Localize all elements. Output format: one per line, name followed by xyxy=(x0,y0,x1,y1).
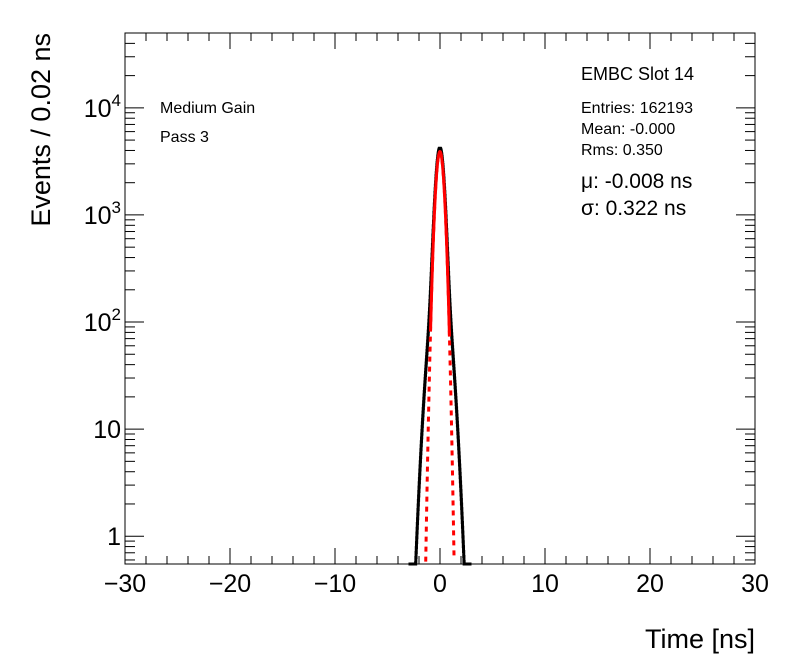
x-tick-label: 30 xyxy=(741,570,769,598)
x-axis-label: Time [ns] xyxy=(645,624,755,654)
y-tick-label: 10 xyxy=(93,416,121,444)
stats-mean: Mean: -0.000 xyxy=(581,121,675,138)
y-tick-label: 104 xyxy=(84,91,121,123)
axis-ticks xyxy=(124,32,756,564)
stats-title: EMBC Slot 14 xyxy=(581,64,694,84)
histogram-outline xyxy=(408,146,472,566)
x-tick-label: 0 xyxy=(433,570,447,598)
x-tick-label: 20 xyxy=(636,570,664,598)
x-tick-label: −10 xyxy=(314,570,356,598)
annotation-pass: Pass 3 xyxy=(160,129,209,146)
fit-mean: μ: -0.008 ns xyxy=(581,170,692,193)
y-tick-labels: 1 10 102 103 104 xyxy=(84,91,121,551)
x-tick-label: −20 xyxy=(209,570,251,598)
gaussian-fit xyxy=(424,150,456,562)
y-tick-label: 1 xyxy=(107,523,121,551)
y-tick-label: 103 xyxy=(84,198,121,230)
x-tick-label: −30 xyxy=(104,570,146,598)
y-tick-label: 102 xyxy=(84,305,121,337)
stats-rms: Rms: 0.350 xyxy=(581,142,663,159)
fit-sigma: σ: 0.322 ns xyxy=(581,197,686,220)
stats-entries: Entries: 162193 xyxy=(581,100,693,117)
fit-curve-extrapolated xyxy=(424,150,456,562)
x-tick-label: 10 xyxy=(531,570,559,598)
histogram-series xyxy=(408,146,472,566)
x-tick-labels: −30 −20 −10 0 10 20 30 xyxy=(104,570,769,598)
y-axis-label: Events / 0.02 ns xyxy=(26,33,56,227)
annotation-gain: Medium Gain xyxy=(160,100,255,117)
fit-curve xyxy=(429,150,451,337)
